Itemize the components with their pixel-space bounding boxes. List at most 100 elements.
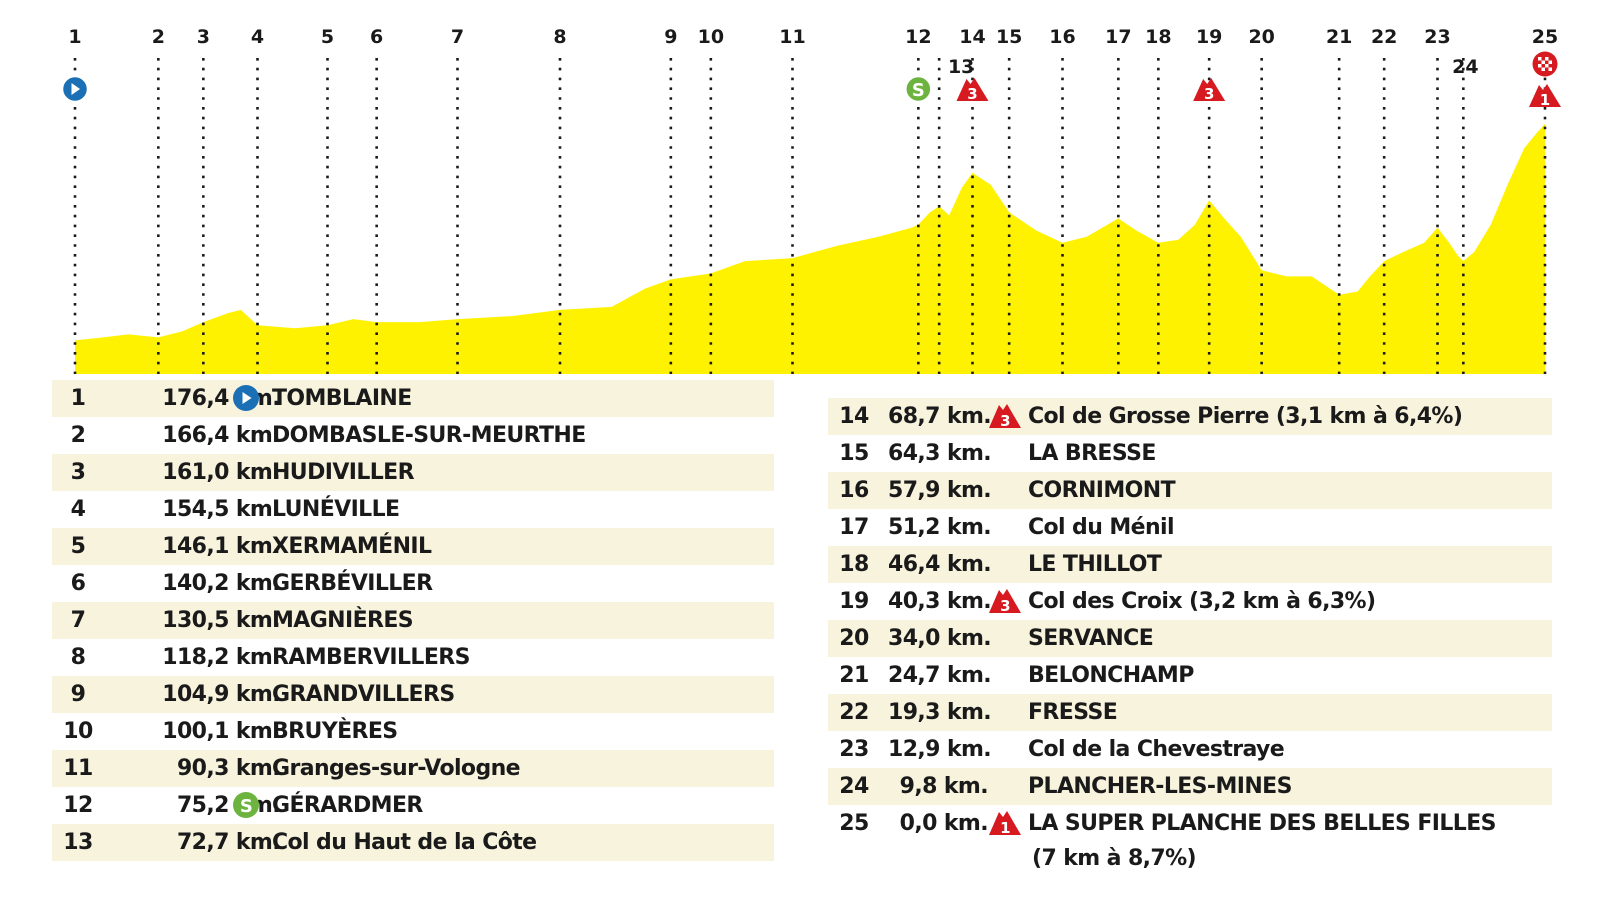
waypoint-distance: 118,2 km. [162, 645, 280, 670]
start-icon [61, 75, 89, 103]
finish-flag-icon [1532, 51, 1558, 77]
waypoint-distance: 24,7 km. [888, 663, 992, 688]
waypoint-name: CORNIMONT [1028, 478, 1176, 503]
waypoint-distance: 0,0 km. [899, 811, 989, 836]
waypoint-distance: 104,9 km. [162, 682, 280, 707]
svg-text:3: 3 [967, 85, 977, 103]
svg-text:3: 3 [1000, 412, 1010, 430]
sprint-icon: S [905, 75, 932, 103]
waypoint-distance: 130,5 km. [162, 608, 280, 633]
elevation-profile-area [75, 123, 1545, 375]
waypoint-row-8: 8 118,2 km. RAMBERVILLERS [52, 639, 774, 676]
svg-text:3: 3 [1204, 85, 1214, 103]
waypoint-label-20: 20 [1248, 26, 1274, 48]
waypoint-row-6: 6 140,2 km. GERBÉVILLER [52, 565, 774, 602]
waypoint-row-13: 13 72,7 km. Col du Haut de la Côte [52, 824, 774, 861]
waypoint-name: PLANCHER-LES-MINES [1028, 774, 1292, 799]
waypoint-number: 20 [839, 626, 869, 651]
waypoint-label-13: 13 [948, 56, 974, 78]
waypoint-distance: 161,0 km. [162, 460, 280, 485]
waypoint-number: 21 [839, 663, 869, 688]
waypoint-distance: 166,4 km. [162, 423, 280, 448]
svg-text:S: S [240, 796, 252, 817]
climb-cat3-icon: 3 [988, 402, 1021, 430]
waypoint-distance: 40,3 km. [888, 589, 992, 614]
waypoint-number: 11 [63, 756, 93, 781]
waypoint-row-21: 21 24,7 km. BELONCHAMP [828, 657, 1552, 694]
sprint-icon: S [232, 791, 260, 819]
climb-cat3-icon: 3 [1193, 78, 1226, 103]
waypoint-row-25: 25 0,0 km. 1 LA SUPER PLANCHE DES BELLES FI… [828, 805, 1552, 842]
waypoint-name: SERVANCE [1028, 626, 1154, 651]
waypoint-number: 23 [839, 737, 869, 762]
waypoint-number: 24 [839, 774, 869, 799]
waypoint-label-23: 23 [1424, 26, 1450, 48]
waypoint-row-7: 7 130,5 km. MAGNIÈRES [52, 602, 774, 639]
waypoint-label-15: 15 [996, 26, 1022, 48]
waypoint-row-3: 3 161,0 km. HUDIVILLER [52, 454, 774, 491]
waypoint-number: 16 [839, 478, 869, 503]
waypoint-distance: 90,3 km. [176, 756, 281, 781]
waypoint-row-11: 11 90,3 km. Granges-sur-Vologne [52, 750, 774, 787]
waypoint-distance: 72,7 km. [176, 830, 281, 855]
waypoint-row-25-continued: (7 km à 8,7%) [828, 842, 1552, 876]
waypoint-label-22: 22 [1371, 26, 1397, 48]
waypoint-distance: 140,2 km. [162, 571, 280, 596]
waypoint-name: XERMAMÉNIL [272, 534, 432, 559]
waypoint-number: 12 [63, 793, 93, 818]
waypoint-number: 9 [70, 682, 86, 707]
waypoint-number: 6 [70, 571, 86, 596]
waypoint-number: 1 [70, 386, 86, 411]
waypoint-name: HUDIVILLER [272, 460, 415, 485]
waypoint-number: 19 [839, 589, 869, 614]
waypoint-label-16: 16 [1049, 26, 1075, 48]
svg-text:3: 3 [1000, 597, 1010, 615]
waypoint-row-2: 2 166,4 km. DOMBASLE-SUR-MEURTHE [52, 417, 774, 454]
waypoint-label-14: 14 [959, 26, 985, 48]
waypoint-number: 3 [70, 460, 86, 485]
waypoint-distance: 100,1 km. [162, 719, 280, 744]
waypoint-label-4: 4 [251, 26, 264, 48]
waypoint-name: Col du Haut de la Côte [272, 830, 537, 855]
waypoint-number: 13 [63, 830, 93, 855]
waypoint-distance: 34,0 km. [888, 626, 992, 651]
waypoint-row-5: 5 146,1 km. XERMAMÉNIL [52, 528, 774, 565]
waypoint-distance: 146,1 km. [162, 534, 280, 559]
waypoint-name: MAGNIÈRES [272, 608, 414, 633]
waypoint-number: 8 [70, 645, 86, 670]
waypoint-number: 25 [839, 811, 869, 836]
waypoint-table-right: 14 68,7 km. 3 Col de Grosse Pierre (3,1 km … [828, 398, 1552, 876]
waypoint-label-9: 9 [664, 26, 677, 48]
waypoint-row-18: 18 46,4 km. LE THILLOT [828, 546, 1552, 583]
waypoint-label-8: 8 [553, 26, 566, 48]
waypoint-number: 17 [839, 515, 869, 540]
waypoint-label-10: 10 [698, 26, 724, 48]
waypoint-label-2: 2 [152, 26, 165, 48]
waypoint-row-22: 22 19,3 km. FRESSE [828, 694, 1552, 731]
waypoint-row-10: 10 100,1 km. BRUYÈRES [52, 713, 774, 750]
waypoint-table-left: 1 176,4 km. TOMBLAINE 2 166,4 km. DOMBASLE-SU… [52, 380, 774, 861]
waypoint-row-15: 15 64,3 km. LA BRESSE [828, 435, 1552, 472]
waypoint-distance: 46,4 km. [888, 552, 992, 577]
waypoint-distance: 68,7 km. [888, 404, 992, 429]
climb-cat3-icon: 3 [988, 587, 1021, 615]
waypoint-number: 14 [839, 404, 869, 429]
waypoint-name: TOMBLAINE [272, 386, 412, 411]
waypoint-name: LA SUPER PLANCHE DES BELLES FILLES [1028, 811, 1496, 836]
start-icon [232, 384, 260, 412]
waypoint-name: GRANDVILLERS [272, 682, 455, 707]
waypoint-name: DOMBASLE-SUR-MEURTHE [272, 423, 586, 448]
waypoint-label-24: 24 [1452, 56, 1478, 78]
waypoint-label-11: 11 [779, 26, 805, 48]
waypoint-lines [73, 58, 1547, 374]
waypoint-number: 10 [63, 719, 93, 744]
waypoint-distance: 75,2 km. [176, 793, 281, 818]
waypoint-name: LUNÉVILLE [272, 497, 400, 522]
waypoint-row-20: 20 34,0 km. SERVANCE [828, 620, 1552, 657]
waypoint-label-1: 1 [68, 26, 81, 48]
waypoint-distance: 57,9 km. [888, 478, 992, 503]
waypoint-number: 4 [70, 497, 86, 522]
waypoint-row-19: 19 40,3 km. 3 Col des Croix (3,2 km à 6,3%) [828, 583, 1552, 620]
